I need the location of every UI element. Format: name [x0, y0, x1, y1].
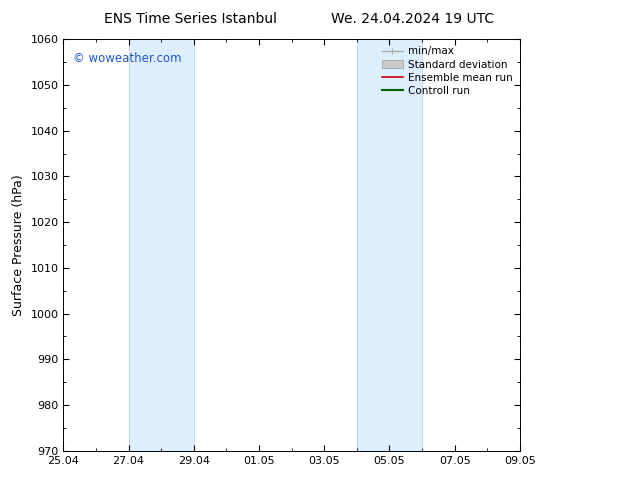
- Text: ENS Time Series Istanbul: ENS Time Series Istanbul: [104, 12, 276, 26]
- Bar: [129, 39, 194, 451]
- Text: We. 24.04.2024 19 UTC: We. 24.04.2024 19 UTC: [330, 12, 494, 26]
- Text: © woweather.com: © woweather.com: [72, 51, 181, 65]
- Legend: min/max, Standard deviation, Ensemble mean run, Controll run: min/max, Standard deviation, Ensemble me…: [378, 42, 517, 100]
- Bar: [357, 39, 422, 451]
- Y-axis label: Surface Pressure (hPa): Surface Pressure (hPa): [12, 174, 25, 316]
